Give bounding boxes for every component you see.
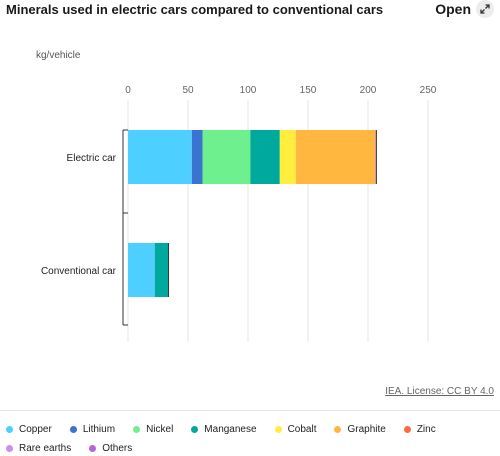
legend-swatch bbox=[69, 425, 77, 433]
bar-segment-rare-earths bbox=[375, 130, 377, 184]
unit-label: kg/vehicle bbox=[36, 50, 81, 61]
chart-title: Minerals used in electric cars compared … bbox=[6, 2, 384, 17]
legend-swatch bbox=[133, 425, 141, 433]
legend-item[interactable]: Nickel bbox=[133, 422, 173, 436]
legend-swatch bbox=[6, 425, 13, 433]
legend-item[interactable]: Lithium bbox=[69, 422, 116, 436]
bar-segment-copper bbox=[128, 130, 192, 184]
bar-segment-graphite bbox=[295, 130, 376, 184]
x-tick-label: 0 bbox=[125, 85, 131, 96]
legend-label: Others bbox=[102, 442, 133, 454]
category-label: Electric car bbox=[67, 153, 117, 164]
bar-segment-manganese bbox=[154, 243, 169, 297]
bar-segment-copper bbox=[128, 243, 155, 297]
license-link[interactable]: IEA. License: CC BY 4.0 bbox=[385, 386, 494, 397]
legend-item[interactable]: Cobalt bbox=[274, 422, 317, 436]
legend-item[interactable]: Graphite bbox=[334, 422, 386, 436]
legend-label: Zinc bbox=[416, 423, 436, 435]
bar-segment-manganese bbox=[250, 130, 280, 184]
legend-label: Manganese bbox=[204, 423, 257, 435]
bar-segment-lithium bbox=[191, 130, 203, 184]
bar-chart: 0 50 100 150 200 250 Electric car Conventional … bbox=[41, 85, 437, 342]
expand-arrow-icon bbox=[476, 0, 494, 18]
x-tick-label: 250 bbox=[420, 85, 437, 96]
legend-item[interactable]: Others bbox=[89, 441, 132, 455]
open-button[interactable]: Open bbox=[435, 0, 494, 18]
open-button-label: Open bbox=[435, 1, 471, 17]
bar-segment-nickel bbox=[202, 130, 251, 184]
legend-swatch bbox=[274, 425, 282, 433]
legend-label: Rare earths bbox=[19, 442, 72, 454]
legend-item[interactable]: Zinc bbox=[403, 422, 436, 436]
category-label: Conventional car bbox=[41, 266, 117, 277]
legend-label: Nickel bbox=[146, 423, 174, 435]
legend-label: Cobalt bbox=[287, 423, 317, 435]
legend-swatch bbox=[403, 425, 411, 433]
legend-label: Graphite bbox=[347, 423, 386, 435]
x-tick-label: 100 bbox=[240, 85, 257, 96]
legend-item[interactable]: Copper bbox=[6, 422, 52, 436]
legend-swatch bbox=[6, 444, 13, 452]
legend-item[interactable]: Manganese bbox=[191, 422, 257, 436]
bar-segment-cobalt bbox=[279, 130, 296, 184]
legend-swatch bbox=[89, 444, 97, 452]
legend-label: Lithium bbox=[82, 423, 116, 435]
legend-divider bbox=[0, 410, 500, 411]
x-tick-label: 50 bbox=[182, 85, 194, 96]
x-tick-label: 200 bbox=[360, 85, 377, 96]
legend-item[interactable]: Rare earths bbox=[6, 441, 71, 455]
legend-swatch bbox=[334, 425, 342, 433]
x-tick-label: 150 bbox=[300, 85, 317, 96]
chart-legend: Copper Lithium Nickel Manganese Cobalt Graphi… bbox=[6, 422, 494, 455]
legend-swatch bbox=[191, 425, 199, 433]
legend-label: Copper bbox=[19, 423, 52, 435]
